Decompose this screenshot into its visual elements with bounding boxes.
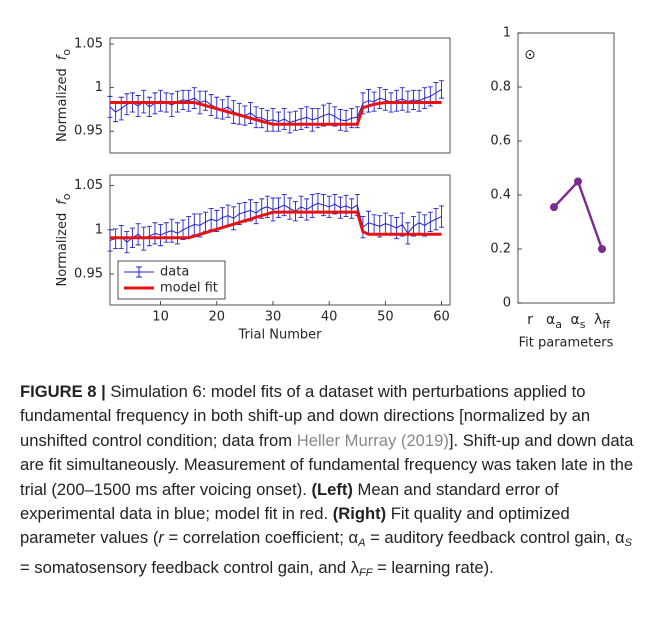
- y-tick-label: 1: [95, 222, 103, 237]
- marker-dot: [529, 53, 531, 56]
- caption-sub: S: [624, 537, 632, 550]
- y-tick-label: 0.4: [490, 188, 511, 203]
- series-line: [110, 100, 442, 126]
- label-sub: ff: [602, 318, 610, 331]
- label-sub: s: [580, 318, 586, 331]
- y-tick-label: 1.05: [74, 178, 103, 193]
- legend-errorbar: [136, 266, 142, 278]
- caption-text: ]. Shift-up and down data are fit simult…: [20, 430, 634, 499]
- legend-box: [117, 260, 226, 300]
- caption-bold: FIGURE 8 |: [20, 382, 106, 401]
- x-tick-label: 10: [152, 310, 169, 325]
- y-tick-label: 0.2: [490, 242, 511, 257]
- label-base: r: [527, 312, 533, 328]
- caption-text: Fit quality and optimized parameter valu…: [20, 504, 570, 548]
- x-tick-label: αa: [546, 312, 562, 331]
- error-bar: [107, 95, 113, 118]
- legend-label: model fit: [160, 281, 218, 296]
- caption-sub: A: [358, 537, 366, 550]
- caption-text: = somatosensory feedback control gain, a…: [20, 557, 359, 577]
- x-tick-label: 40: [321, 310, 338, 325]
- y-tick-label: 1: [95, 80, 103, 95]
- label-text: Normalized: [55, 213, 70, 287]
- label-base: λ: [594, 312, 602, 328]
- y-tick-label: 1.05: [74, 37, 103, 52]
- x-tick-label: αs: [571, 312, 586, 331]
- x-axis-label: Fit parameters: [519, 336, 614, 351]
- marker: [550, 203, 558, 212]
- caption-text: Simulation 6: model fits of a dataset wi…: [20, 382, 591, 450]
- x-tick-label: 30: [265, 310, 282, 325]
- caption-text: = auditory feedback control gain, α: [365, 528, 625, 548]
- caption-link[interactable]: Heller Murray (2019): [296, 430, 449, 450]
- caption-text: = learning rate).: [372, 557, 494, 577]
- label-sub: o: [60, 193, 73, 200]
- marker: [525, 50, 535, 60]
- caption-text: Mean and standard error of experimental …: [20, 479, 559, 524]
- label-text: Normalized: [55, 68, 70, 142]
- axes-box: [517, 32, 615, 304]
- y-tick-label: 0.6: [490, 134, 511, 149]
- x-tick-label: 60: [433, 310, 450, 325]
- series-line: [110, 210, 442, 240]
- x-tick-label: r: [527, 312, 533, 328]
- axes-box: [109, 37, 451, 154]
- caption-bold: (Right): [332, 504, 387, 524]
- y-tick-label: 1: [503, 26, 511, 41]
- caption-bold: (Left): [311, 479, 353, 499]
- label-symbol: f: [55, 198, 70, 205]
- x-axis-label: Trial Number: [238, 328, 323, 343]
- y-tick-label: 0.8: [490, 80, 511, 95]
- caption: FIGURE 8 | Simulation 6: model fits of a…: [20, 380, 642, 585]
- marker: [574, 177, 582, 186]
- x-tick-label: λff: [594, 312, 610, 331]
- y-axis-label: Normalized fo: [55, 49, 74, 142]
- series-line: [109, 202, 442, 243]
- x-tick-label: 20: [209, 310, 226, 325]
- caption-italic: r: [158, 528, 164, 548]
- y-tick-label: 0.95: [74, 267, 103, 282]
- label-sub: o: [60, 49, 73, 56]
- marker: [598, 245, 606, 253]
- label-base: α: [546, 312, 555, 328]
- legend-label: data: [160, 265, 189, 280]
- caption-text: = correlation coefficient; α: [163, 528, 359, 548]
- caption-sub: FF: [359, 566, 373, 579]
- x-tick-label: 50: [377, 310, 394, 325]
- label-sub: a: [555, 318, 562, 331]
- y-axis-label: Normalized fo: [55, 193, 74, 286]
- y-tick-label: 0.95: [74, 124, 103, 139]
- label-base: α: [571, 312, 580, 328]
- label-symbol: f: [55, 53, 70, 60]
- y-tick-label: 0: [503, 296, 511, 311]
